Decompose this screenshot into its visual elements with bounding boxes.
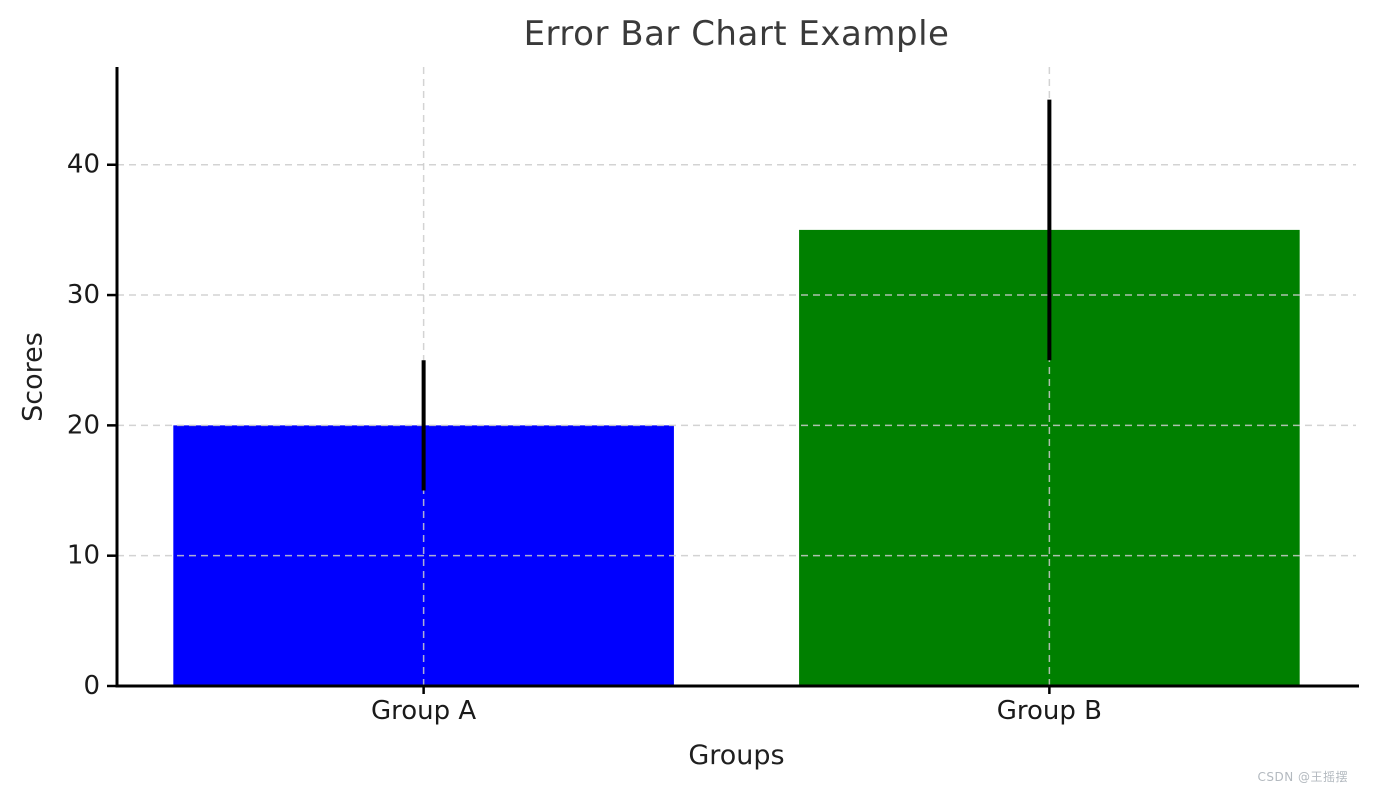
y-axis-label: Scores [17, 332, 49, 422]
y-tick-label-40: 40 [67, 150, 100, 180]
y-tick-label-30: 30 [67, 280, 100, 310]
y-tick-label-0: 0 [83, 671, 100, 701]
y-tick-label-10: 10 [67, 541, 100, 571]
x-tick-label-group-b: Group B [997, 696, 1102, 726]
x-tick-label-group-a: Group A [371, 696, 476, 726]
y-tick-label-20: 20 [67, 410, 100, 440]
chart-title: Error Bar Chart Example [523, 14, 950, 54]
x-axis-label: Groups [688, 740, 785, 771]
watermark-text: CSDN @王摇摆 [1257, 770, 1348, 784]
